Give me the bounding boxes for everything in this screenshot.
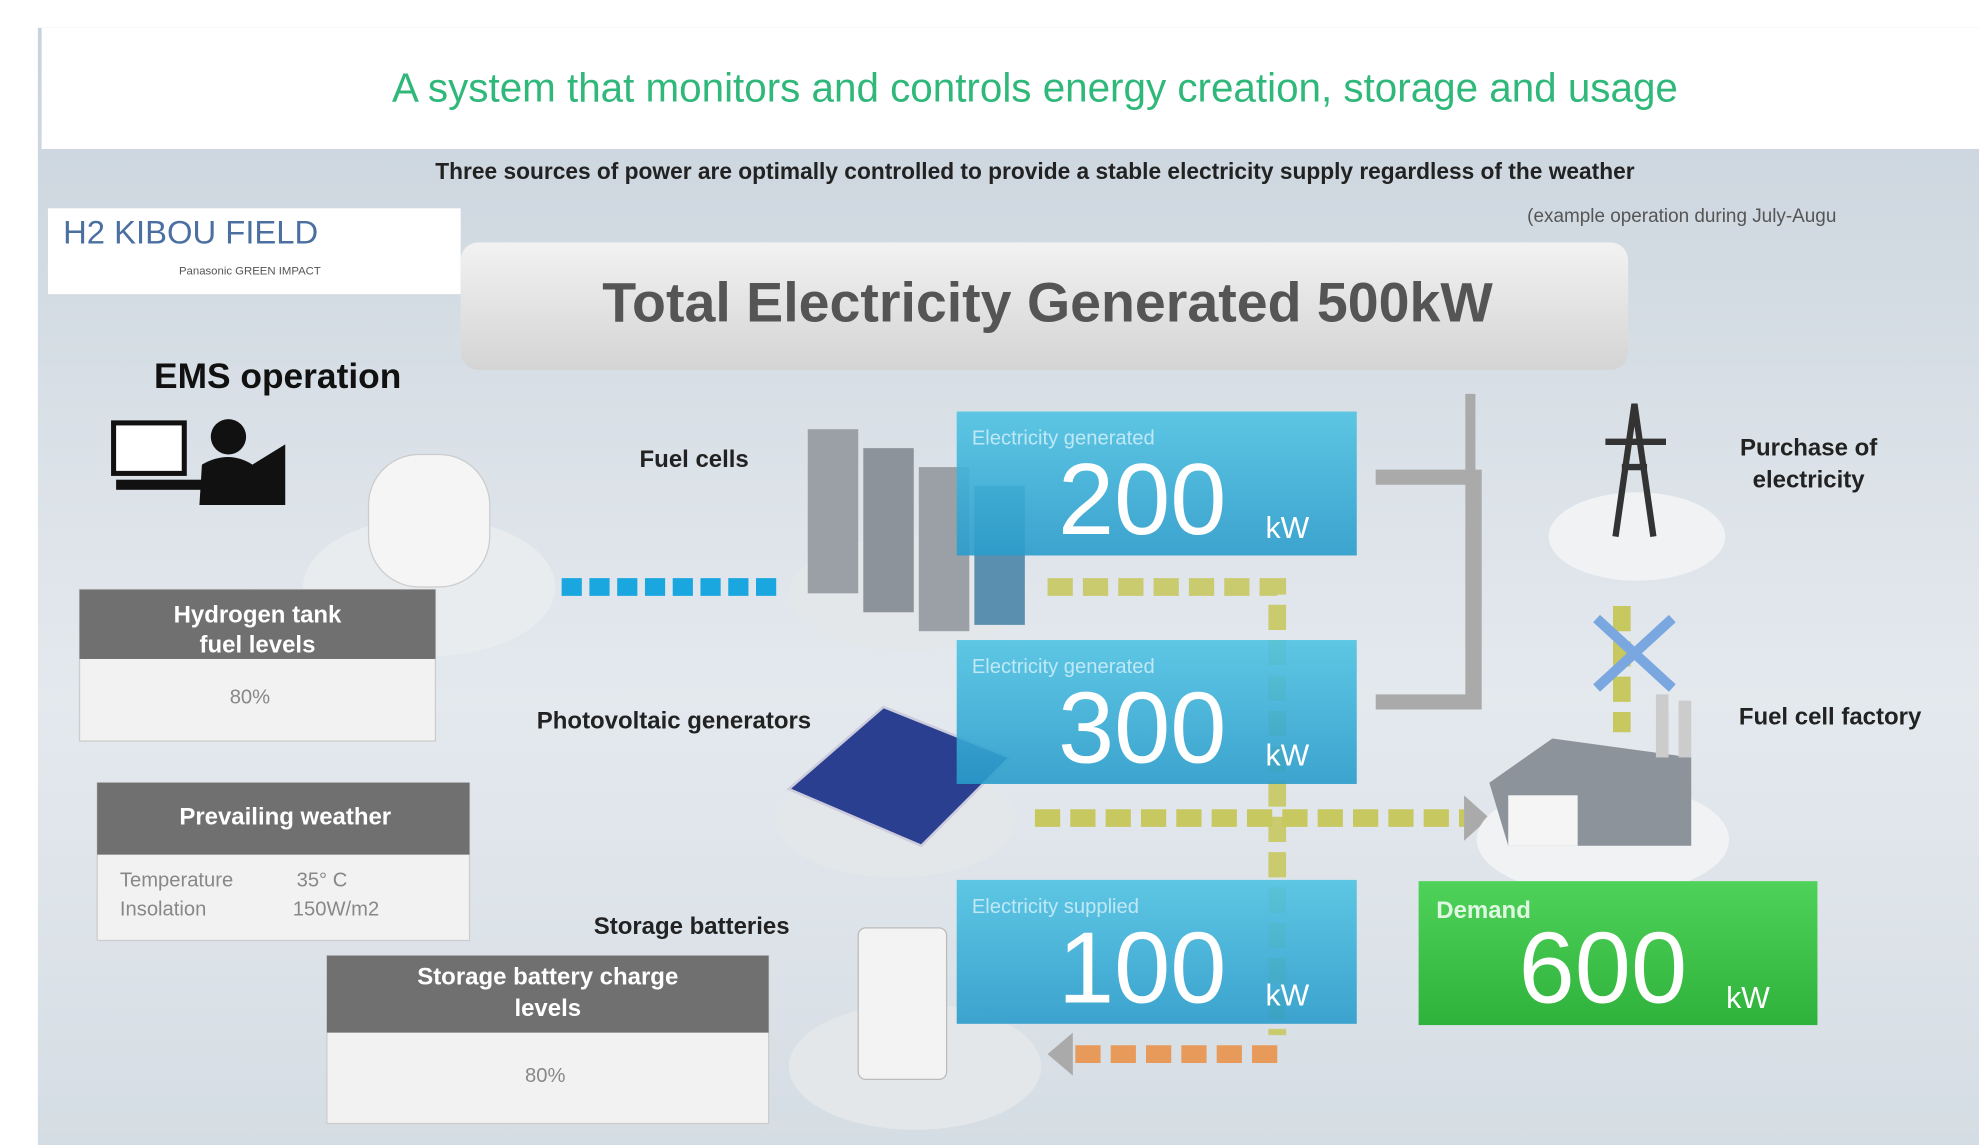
note: (example operation during July-Augu bbox=[1527, 206, 1836, 227]
factory-label: Fuel cell factory bbox=[1739, 704, 1922, 731]
box-value: 200 bbox=[1058, 444, 1226, 556]
logo-tagline: Panasonic GREEN IMPACT bbox=[179, 265, 321, 277]
panel-value: 80% bbox=[230, 686, 270, 708]
title: A system that monitors and controls ener… bbox=[392, 65, 1678, 111]
box-value: 100 bbox=[1058, 913, 1226, 1025]
box-value: 600 bbox=[1519, 913, 1687, 1025]
panel-title: fuel levels bbox=[200, 632, 316, 659]
storage-label: Storage batteries bbox=[594, 913, 790, 940]
panel-title: Prevailing weather bbox=[179, 803, 391, 830]
box-unit: kW bbox=[1265, 979, 1309, 1012]
battery-panel: Storage battery charge levels 80% bbox=[327, 956, 769, 1124]
pv-label: Photovoltaic generators bbox=[537, 707, 811, 734]
ems-label: EMS operation bbox=[154, 357, 401, 396]
box: Electricity generated 300 kW bbox=[957, 640, 1357, 785]
box-unit: kW bbox=[1265, 739, 1309, 772]
purchase-label: Purchase of bbox=[1740, 435, 1878, 462]
box: Electricity generated 200 kW bbox=[957, 412, 1357, 557]
panel-title: Storage battery charge bbox=[417, 964, 678, 991]
subtitle: Three sources of power are optimally con… bbox=[435, 158, 1634, 184]
weather-panel: Prevailing weather Temperature 35° C Ins… bbox=[97, 783, 469, 941]
diagram: A system that monitors and controls ener… bbox=[0, 0, 1979, 1145]
panel-title: levels bbox=[514, 995, 581, 1022]
panel-text: Temperature bbox=[120, 869, 233, 891]
box-unit: kW bbox=[1265, 512, 1309, 545]
box-value: 300 bbox=[1058, 673, 1226, 785]
box-unit: kW bbox=[1726, 982, 1770, 1015]
panel-value: 35° C bbox=[297, 869, 348, 891]
banner: Total Electricity Generated 500kW bbox=[602, 271, 1493, 333]
fuel-cells-label: Fuel cells bbox=[640, 446, 749, 473]
panel-text: Insolation bbox=[120, 899, 206, 921]
panel-value: 150W/m2 bbox=[293, 899, 379, 921]
box-label: Demand bbox=[1436, 897, 1531, 924]
panel-title: Hydrogen tank bbox=[174, 601, 342, 628]
logo-name: H2 KIBOU FIELD bbox=[63, 213, 318, 250]
purchase-label: electricity bbox=[1753, 466, 1866, 493]
box: Demand 600 kW bbox=[1419, 881, 1818, 1025]
panel-value: 80% bbox=[525, 1065, 565, 1087]
page: {"header": {"title": "A system that moni… bbox=[0, 0, 1979, 1145]
box: Electricity supplied 100 kW bbox=[957, 880, 1357, 1025]
hydrogen-panel: Hydrogen tank fuel levels 80% bbox=[80, 590, 436, 741]
